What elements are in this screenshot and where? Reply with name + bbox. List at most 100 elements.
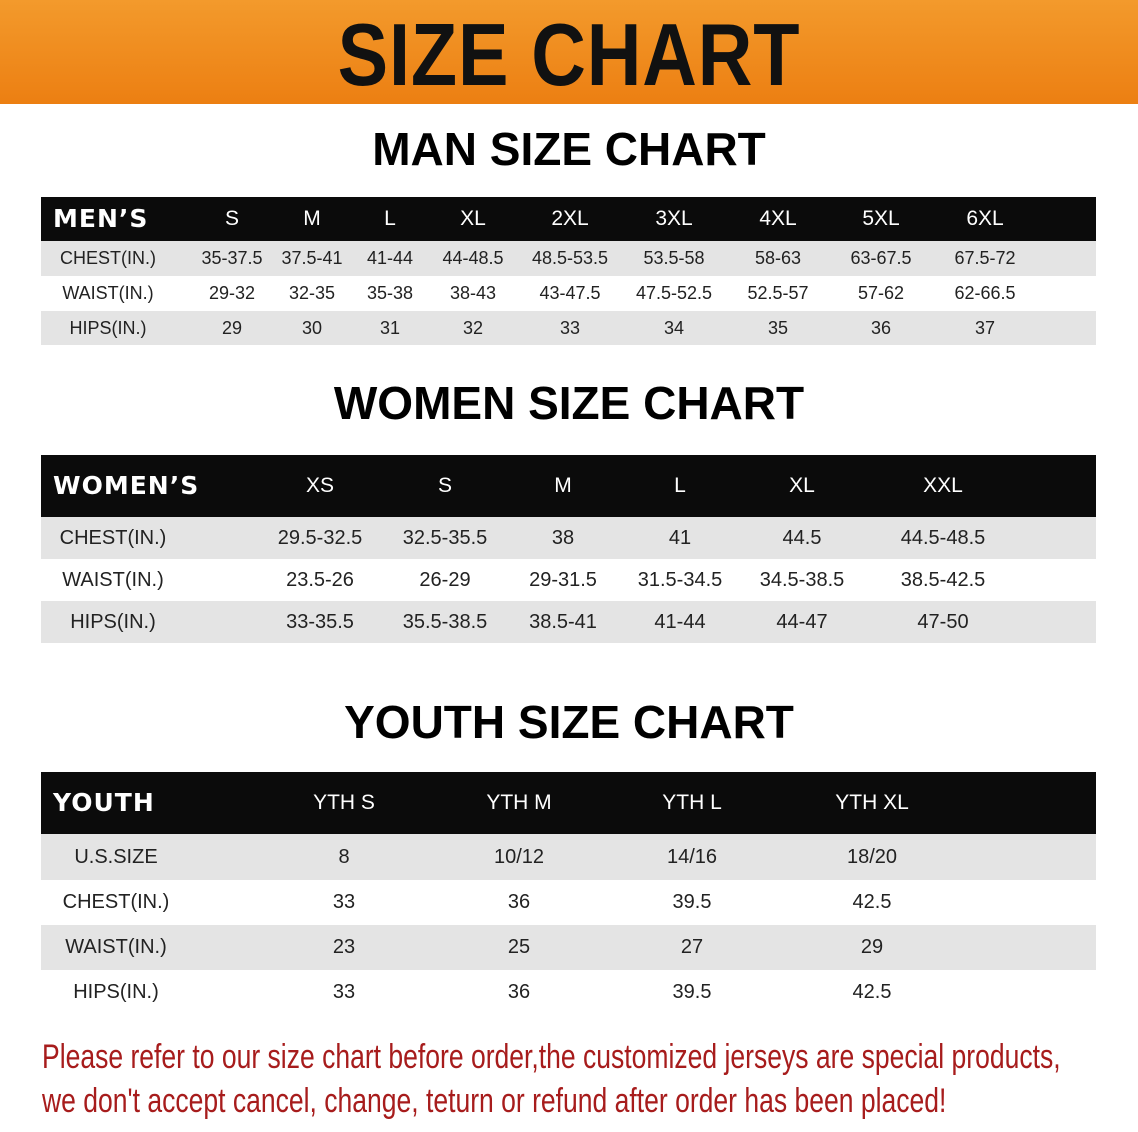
- size-value: 62-66.5: [954, 283, 1016, 303]
- size-value: 41-44: [366, 248, 414, 268]
- measure-label: WAIST(IN.): [62, 283, 154, 303]
- size-header: YTH XL: [835, 791, 909, 814]
- size-value: 39.5: [672, 891, 712, 913]
- size-value: 67.5-72: [954, 248, 1016, 268]
- size-value: 30: [301, 318, 323, 338]
- table-row: CHEST(IN.) 33 36 39.5 42.5: [41, 880, 1096, 925]
- size-value: 29-31.5: [529, 569, 597, 591]
- size-header: XXL: [923, 474, 963, 497]
- size-value: 29-32: [208, 283, 256, 303]
- size-value: 27: [680, 936, 704, 958]
- size-value: 44-48.5: [442, 248, 504, 268]
- notice-line-1: Please refer to our size chart before or…: [42, 1038, 1061, 1076]
- size-value: 44.5-48.5: [900, 527, 986, 549]
- size-value: 35.5-38.5: [402, 611, 488, 633]
- size-value: 10/12: [493, 846, 545, 868]
- size-value: 43-47.5: [539, 283, 601, 303]
- measure-label: CHEST(IN.): [59, 527, 167, 549]
- size-value: 32.5-35.5: [402, 527, 488, 549]
- measure-label: WAIST(IN.): [65, 936, 167, 958]
- size-header: XL: [789, 474, 815, 497]
- banner: SIZE CHART: [0, 0, 1138, 104]
- size-value: 33: [332, 891, 356, 913]
- measure-label: U.S.SIZE: [74, 846, 158, 868]
- size-value: 35-38: [366, 283, 414, 303]
- size-value: 37.5-41: [281, 248, 343, 268]
- size-value: 33: [332, 981, 356, 1003]
- size-value: 31.5-34.5: [637, 569, 723, 591]
- table-row: WAIST(IN.) 29-32 32-35 35-38 38-43 43-47.5 47.…: [41, 276, 1096, 311]
- size-value: 44.5: [782, 527, 822, 549]
- size-value: 41-44: [654, 611, 706, 633]
- youth-section-title: YOUTH SIZE CHART: [344, 696, 794, 748]
- size-header: 5XL: [862, 207, 900, 230]
- size-value: 31: [379, 318, 401, 338]
- size-header: 2XL: [551, 207, 589, 230]
- size-value: 58-63: [754, 248, 802, 268]
- youth-size-table: YOUTH YTH S YTH M YTH L YTH XL U.S.SIZE 8 10/12…: [41, 772, 1096, 1015]
- size-value: 35-37.5: [201, 248, 263, 268]
- men-section-title: MAN SIZE CHART: [372, 123, 766, 175]
- measure-label: HIPS(IN.): [73, 981, 159, 1003]
- banner-title: SIZE CHART: [337, 5, 801, 104]
- table-row: U.S.SIZE 8 10/12 14/16 18/20: [41, 834, 1096, 880]
- measure-label: CHEST(IN.): [60, 248, 156, 268]
- measure-label: WAIST(IN.): [62, 569, 164, 591]
- size-value: 38.5-42.5: [900, 569, 986, 591]
- table-row: CHEST(IN.) 29.5-32.5 32.5-35.5 38 41 44.5 44.5…: [41, 517, 1096, 559]
- size-value: 29: [221, 318, 243, 338]
- size-value: 8: [338, 846, 350, 868]
- size-value: 35: [767, 318, 789, 338]
- size-value: 23: [332, 936, 356, 958]
- size-value: 14/16: [666, 846, 718, 868]
- header-row: WOMEN’S XS S M L XL XXL: [41, 455, 1096, 517]
- size-value: 26-29: [419, 569, 471, 591]
- size-value: 38: [551, 527, 575, 549]
- size-value: 32: [462, 318, 484, 338]
- size-value: 37: [974, 318, 996, 338]
- table-title: MEN’S: [53, 204, 149, 233]
- size-value: 34.5-38.5: [759, 569, 845, 591]
- size-value: 57-62: [857, 283, 905, 303]
- size-header: 6XL: [966, 207, 1004, 230]
- size-value: 34: [663, 318, 685, 338]
- size-value: 36: [507, 891, 531, 913]
- size-value: 47.5-52.5: [635, 283, 713, 303]
- size-header: YTH M: [486, 791, 552, 814]
- size-value: 63-67.5: [850, 248, 912, 268]
- women-size-table: WOMEN’S XS S M L XL XXL CHEST(IN.) 29.5-32.5 32.5…: [41, 455, 1096, 643]
- table-row: HIPS(IN.) 33-35.5 35.5-38.5 38.5-41 41-44 44-…: [41, 601, 1096, 643]
- table-title: YOUTH: [53, 788, 155, 817]
- size-header: 3XL: [655, 207, 693, 230]
- size-value: 44-47: [776, 611, 828, 633]
- size-value: 36: [870, 318, 892, 338]
- header-row: YOUTH YTH S YTH M YTH L YTH XL: [41, 772, 1096, 834]
- size-value: 33-35.5: [286, 611, 354, 633]
- women-section-title: WOMEN SIZE CHART: [333, 377, 805, 429]
- size-value: 42.5: [852, 981, 892, 1003]
- size-value: 38.5-41: [529, 611, 597, 633]
- size-header: L: [674, 474, 686, 497]
- size-value: 33: [559, 318, 581, 338]
- men-size-table: MEN’S S M L XL 2XL 3XL 4XL 5XL 6XL CHEST(IN.) 35-37…: [41, 197, 1096, 345]
- size-header: 4XL: [759, 207, 797, 230]
- size-header: L: [384, 207, 396, 230]
- header-row: MEN’S S M L XL 2XL 3XL 4XL 5XL 6XL: [41, 197, 1096, 241]
- size-header: YTH L: [662, 791, 722, 814]
- size-header: XS: [305, 474, 335, 497]
- size-value: 29: [860, 936, 884, 958]
- size-value: 52.5-57: [747, 283, 809, 303]
- size-header: S: [437, 474, 453, 497]
- size-header: M: [303, 207, 321, 230]
- size-value: 48.5-53.5: [531, 248, 609, 268]
- table-row: WAIST(IN.) 23 25 27 29: [41, 925, 1096, 970]
- table-row: WAIST(IN.) 23.5-26 26-29 29-31.5 31.5-34.5 34…: [41, 559, 1096, 601]
- table-row: CHEST(IN.) 35-37.5 37.5-41 41-44 44-48.5 48.5…: [41, 241, 1096, 276]
- size-header: XL: [460, 207, 486, 230]
- size-value: 29.5-32.5: [277, 527, 363, 549]
- size-header: YTH S: [313, 791, 375, 814]
- size-value: 32-35: [288, 283, 336, 303]
- table-row: HIPS(IN.) 29 30 31 32 33 34 35 36 37: [41, 311, 1096, 345]
- table-title: WOMEN’S: [53, 471, 200, 500]
